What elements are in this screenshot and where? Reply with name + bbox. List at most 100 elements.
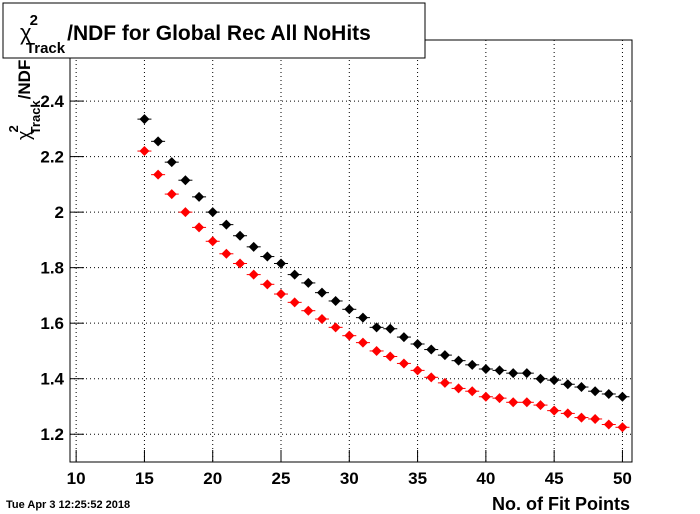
point [410,365,425,376]
chart-title: χ2 Track/NDF for Global Rec All NoHits [20,12,371,57]
point [287,297,302,308]
point [192,191,207,202]
point [137,146,152,157]
point [560,408,575,419]
point [533,400,548,411]
marker [316,287,327,298]
x-tick-label: 10 [67,469,86,488]
point [437,377,452,388]
marker [357,337,368,348]
marker [139,146,150,157]
point [478,391,493,402]
marker [166,157,177,168]
point [246,269,261,280]
y-tick-label: 1.8 [40,259,64,278]
point [519,368,534,379]
point [615,391,630,402]
marker [494,365,505,376]
point [547,375,562,386]
point [492,393,507,404]
point [314,314,329,325]
title-subscript: Track [26,40,66,57]
marker [576,382,587,393]
y-label-symbol: χ [14,130,34,140]
point [328,322,343,333]
marker [439,350,450,361]
point [451,383,466,394]
marker [153,136,164,147]
point [342,304,357,315]
marker [467,359,478,370]
marker [576,412,587,423]
marker [562,408,573,419]
marker [235,230,246,241]
point [574,412,589,423]
point [369,322,384,333]
point [164,189,179,200]
marker [535,373,546,384]
point [151,136,166,147]
marker [603,388,614,399]
marker [221,248,232,259]
marker [330,322,341,333]
point [137,114,152,125]
y-tick-label: 1.2 [40,425,64,444]
marker [289,269,300,280]
marker [344,330,355,341]
point [205,236,220,247]
point [260,279,275,290]
title-box [2,2,426,59]
point [506,368,521,379]
point [287,269,302,280]
marker [207,236,218,247]
marker [535,400,546,411]
point [465,386,480,397]
point [355,337,370,348]
marker [590,413,601,424]
marker [166,189,177,200]
x-tick-label: 15 [135,469,154,488]
point [178,207,193,218]
y-label-subscript: Track [28,100,43,135]
point [533,373,548,384]
x-tick-label: 20 [203,469,222,488]
y-tick-label: 2 [55,203,64,222]
point [410,339,425,350]
point [219,248,234,259]
marker [617,391,628,402]
marker [248,269,259,280]
point [274,289,289,300]
marker [398,332,409,343]
point [233,258,248,269]
x-tick-label: 35 [408,469,427,488]
point [383,351,398,362]
point [519,397,534,408]
point [301,277,316,288]
y-tick-label: 2.2 [40,148,64,167]
point [465,359,480,370]
point [506,397,521,408]
point [246,241,261,252]
marker [235,258,246,269]
title-symbol: χ [20,20,32,45]
y-label-text: /NDF [15,60,34,100]
point [424,344,439,355]
marker [180,207,191,218]
marker [303,305,314,316]
y-tick-label: 1.4 [40,370,64,389]
point [178,175,193,186]
marker [521,397,532,408]
point [424,372,439,383]
point [588,386,603,397]
marker [371,322,382,333]
marker [508,368,519,379]
marker [549,405,560,416]
point [219,219,234,230]
point [588,413,603,424]
x-tick-label: 45 [545,469,564,488]
plot-area: 1.2 1.4 1.6 1.8 2 2.2 2.4 10 15 20 25 30 35 40 45 50 [40,40,632,488]
point [547,405,562,416]
marker [207,207,218,218]
